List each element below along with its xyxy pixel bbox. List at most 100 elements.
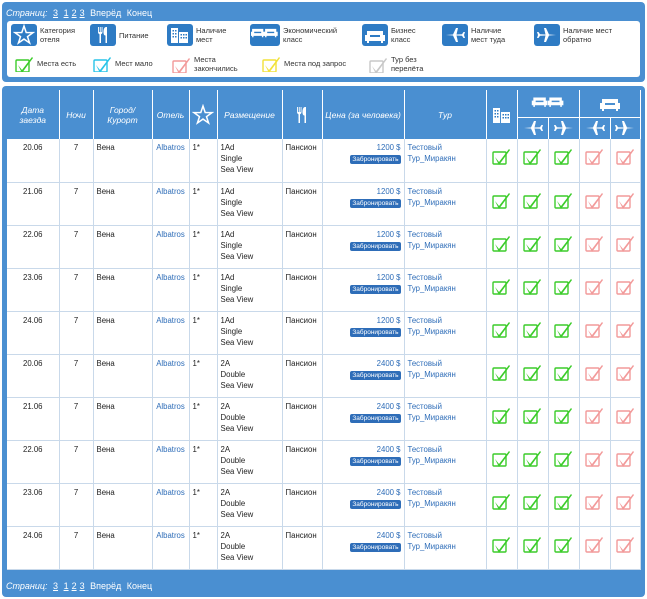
tour-link[interactable]: Тестовый: [407, 401, 442, 411]
tour-link-line2[interactable]: Тур_Миракян: [407, 197, 456, 207]
tour-link[interactable]: Тестовый: [407, 487, 442, 497]
col-econ-back: [548, 116, 580, 139]
table-row: 24.06 7 Вена Albatros 1* 2A Double Sea View Панс…: [7, 526, 641, 570]
check-green-icon: [492, 449, 511, 468]
placement-cell: 1Ad Single Sea View: [217, 268, 283, 312]
col-nights[interactable]: Ночи: [59, 90, 94, 139]
tour-link-line2[interactable]: Тур_Миракян: [407, 412, 456, 422]
page-link-1[interactable]: 1: [63, 581, 69, 591]
tour-link-line2[interactable]: Тур_Миракян: [407, 154, 456, 163]
tour-link[interactable]: Тестовый: [407, 358, 442, 368]
col-economy: [517, 90, 580, 117]
book-button[interactable]: Забронировать: [350, 241, 401, 251]
hotel-link[interactable]: Albatros: [156, 487, 185, 497]
check-pink-icon: [615, 148, 635, 166]
hotel-link[interactable]: Albatros: [156, 444, 185, 454]
tour-link[interactable]: Тестовый: [407, 530, 442, 540]
check-green-icon: [523, 449, 542, 468]
page-current[interactable]: 3: [53, 581, 59, 591]
last-link[interactable]: Конец: [126, 8, 153, 18]
price-value: 2400 $: [376, 358, 401, 368]
page-link-3[interactable]: 3: [79, 8, 85, 18]
next-link[interactable]: Вперёд: [90, 581, 122, 591]
tour-link-line2[interactable]: Тур_Миракян: [407, 455, 456, 465]
check-green-icon: [492, 234, 511, 253]
tour-link[interactable]: Тестовый: [407, 272, 442, 282]
status-cell: [548, 268, 580, 312]
book-button[interactable]: Забронировать: [350, 542, 401, 552]
price-cell: 2400 $ Забронировать: [322, 483, 405, 527]
meal-cell: Пансион: [282, 354, 323, 398]
book-button[interactable]: Забронировать: [350, 413, 401, 423]
category-cell: 1*: [189, 526, 218, 570]
nights-cell: 7: [59, 182, 94, 226]
tour-cell: Тестовый Тур_Миракян: [404, 225, 487, 269]
check-green-icon: [523, 191, 542, 210]
book-button[interactable]: Забронировать: [350, 370, 401, 380]
book-button[interactable]: Забронировать: [350, 456, 401, 466]
page-current[interactable]: 3: [53, 8, 59, 18]
book-button[interactable]: Забронировать: [350, 284, 401, 294]
page-link-2[interactable]: 2: [71, 8, 77, 18]
tour-cell: Тестовый Тур_Миракян: [404, 397, 487, 441]
hotel-link[interactable]: Albatros: [156, 358, 185, 368]
tour-link-line2[interactable]: Тур_Миракян: [407, 498, 456, 508]
col-date[interactable]: Дата заезда: [7, 90, 60, 139]
book-button[interactable]: Забронировать: [350, 327, 401, 337]
status-cell: [548, 440, 580, 484]
page-link-3[interactable]: 3: [79, 581, 85, 591]
hotel-link[interactable]: Albatros: [156, 530, 185, 540]
date-cell: 23.06: [7, 268, 60, 312]
tour-link[interactable]: Тестовый: [407, 229, 442, 239]
table-row: 24.06 7 Вена Albatros 1* 1Ad Single Sea View Пан…: [7, 311, 641, 355]
tour-link[interactable]: Тестовый: [407, 444, 442, 454]
tour-cell: Тестовый Тур_Миракян: [404, 139, 487, 183]
page-link-1[interactable]: 1: [63, 8, 69, 18]
col-placement[interactable]: Размещение: [217, 90, 283, 139]
tour-link-line2[interactable]: Тур_Миракян: [407, 369, 456, 379]
check-pink-icon: [615, 406, 635, 425]
check-green-icon: [554, 320, 573, 339]
hotel-link[interactable]: Albatros: [156, 272, 185, 282]
status-cell: [579, 268, 611, 312]
check-green-icon: [523, 320, 542, 339]
hotel-link[interactable]: Albatros: [156, 143, 185, 152]
status-cell: [486, 526, 518, 570]
check-pink-icon: [585, 148, 604, 166]
check-pink-icon: [615, 320, 635, 339]
next-link[interactable]: Вперёд: [90, 8, 122, 18]
building-icon: [492, 107, 510, 123]
page-link-2[interactable]: 2: [71, 581, 77, 591]
hotel-link[interactable]: Albatros: [156, 186, 185, 196]
status-cell: [486, 397, 518, 441]
table-row: 23.06 7 Вена Albatros 1* 1Ad Single Sea View Пан…: [7, 268, 641, 312]
book-button[interactable]: Забронировать: [350, 198, 401, 208]
hotel-link[interactable]: Albatros: [156, 401, 185, 411]
hotel-link[interactable]: Albatros: [156, 229, 185, 239]
col-availability: [486, 90, 518, 139]
check-green-icon: [523, 148, 542, 166]
tour-link-line2[interactable]: Тур_Миракян: [407, 326, 456, 336]
results-table: Дата заезда Ночи Город/ Курорт Отель Раз…: [7, 90, 641, 570]
status-cell: [579, 397, 611, 441]
tour-link[interactable]: Тестовый: [407, 315, 442, 325]
col-price[interactable]: Цена (за человека): [322, 90, 405, 139]
tour-link[interactable]: Тестовый: [407, 143, 442, 152]
status-cell: [486, 483, 518, 527]
book-button[interactable]: Забронировать: [350, 155, 401, 164]
check-green-icon: [492, 277, 511, 296]
tour-link-line2[interactable]: Тур_Миракян: [407, 240, 456, 250]
price-cell: 2400 $ Забронировать: [322, 397, 405, 441]
col-hotel[interactable]: Отель: [152, 90, 190, 139]
col-tour[interactable]: Тур: [404, 90, 487, 139]
tour-link-line2[interactable]: Тур_Миракян: [407, 283, 456, 293]
col-city[interactable]: Город/ Курорт: [93, 90, 153, 139]
book-button[interactable]: Забронировать: [350, 499, 401, 509]
last-link[interactable]: Конец: [126, 581, 153, 591]
hotel-link[interactable]: Albatros: [156, 315, 185, 325]
status-cell: [517, 139, 549, 183]
tour-link[interactable]: Тестовый: [407, 186, 442, 196]
city-cell: Вена: [93, 225, 153, 269]
status-cell: [579, 139, 611, 183]
tour-link-line2[interactable]: Тур_Миракян: [407, 541, 456, 551]
